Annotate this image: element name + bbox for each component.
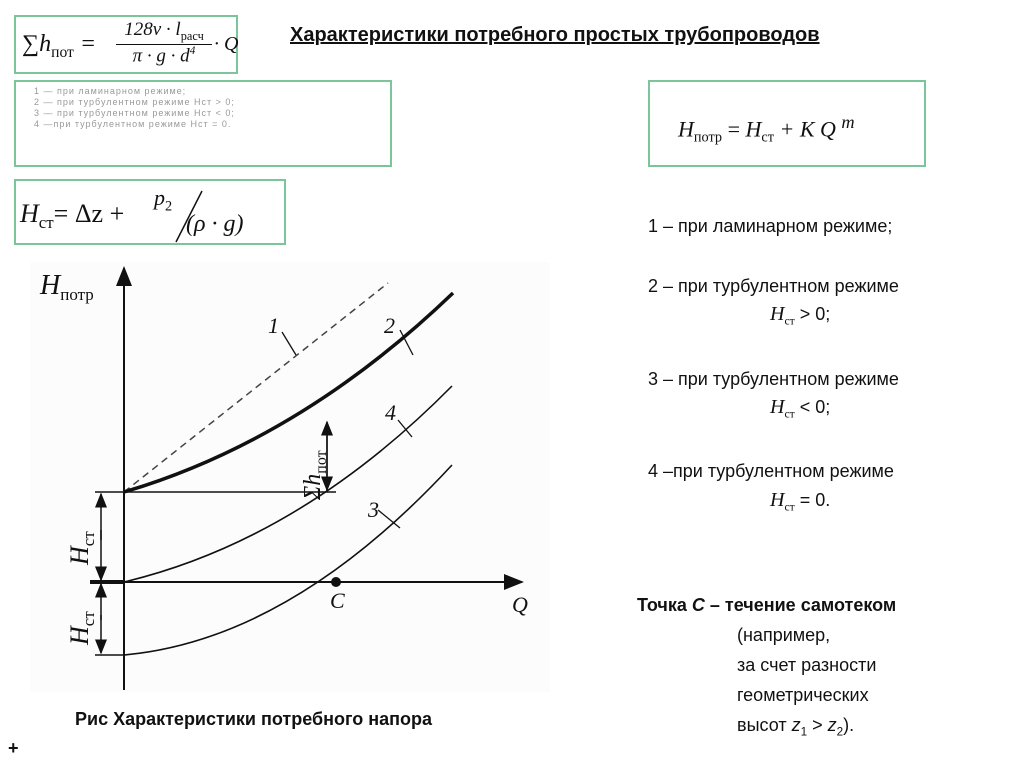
- figure-background: [30, 262, 550, 692]
- static-head-formula-box: Hст= Δz + p2 (ρ · g): [14, 179, 286, 245]
- faded-item: 3 — при турбулентном режиме Hст < 0;: [34, 108, 235, 118]
- hst-label-upper: Hст: [65, 531, 98, 566]
- legend-cond-4: Hст = 0.: [770, 489, 831, 514]
- fraction-slash: [175, 190, 203, 243]
- point-c-line: высот z1 > z2).: [737, 715, 855, 739]
- losses-label: Σhпот: [300, 450, 330, 501]
- losses-fraction: 128ν · lрасч π · g · d4: [116, 19, 212, 67]
- static-head-numerator: p2: [154, 185, 173, 215]
- corner-plus-mark: +: [8, 738, 19, 758]
- y-axis-label: Hпотр: [39, 270, 94, 304]
- hst-label-lower: Hст: [65, 611, 98, 646]
- leader-3: [377, 509, 401, 529]
- legend-cond-3: Hст < 0;: [770, 396, 831, 421]
- faded-list-box: 1 — при ламинарном режиме; 2 — при турбу…: [14, 80, 392, 167]
- leader-2: [399, 329, 414, 356]
- curve-1-laminar: [123, 282, 389, 493]
- curve-label-3: 3: [367, 497, 379, 522]
- static-head-formula: Hст= Δz +: [20, 199, 125, 233]
- figure-caption: Рис Характеристики потребного напора: [75, 709, 432, 729]
- x-axis-label: Q: [512, 592, 528, 617]
- leader-1: [281, 331, 297, 356]
- curve-label-1: 1: [268, 313, 279, 338]
- point-c-line: (например,: [737, 625, 831, 645]
- point-c-marker: [331, 577, 341, 587]
- curve-label-4: 4: [385, 400, 396, 425]
- legend-cond-2: Hст > 0;: [770, 303, 831, 328]
- curve-label-2: 2: [384, 313, 395, 338]
- characteristics-figure: Hпотр Q 1 2 3 4 C Σhпот Hст Hст: [30, 262, 550, 692]
- legend-item-3: 3 – при турбулентном режиме: [648, 369, 899, 389]
- point-c-line: геометрических: [737, 685, 869, 705]
- main-formula: Hпотр = Hст + K Q m: [678, 112, 855, 146]
- slide-title: Характеристики потребного простых трубоп…: [290, 24, 820, 46]
- point-c-label: C: [330, 588, 345, 613]
- faded-item: 2 — при турбулентном режиме Hст > 0;: [34, 97, 235, 107]
- losses-formula-box: ∑hпот = 128ν · lрасч π · g · d4 · Q: [14, 15, 238, 74]
- leader-4: [397, 419, 413, 438]
- faded-item: 1 — при ламинарном режиме;: [34, 86, 187, 96]
- point-c-line: за счет разности: [737, 655, 877, 675]
- legend-item-1: 1 – при ламинарном режиме;: [648, 216, 893, 236]
- faded-item: 4 —при турбулентном режиме Hст = 0.: [34, 119, 232, 129]
- point-c-heading: Точка C – течение самотеком: [637, 595, 897, 615]
- static-head-denominator: (ρ · g): [186, 211, 244, 237]
- curve-2: [123, 291, 455, 494]
- legend-item-4: 4 –при турбулентном режиме: [648, 461, 894, 481]
- faded-list: 1 — при ламинарном режиме; 2 — при турбу…: [34, 86, 235, 130]
- losses-formula: ∑hпот =: [22, 31, 97, 61]
- curve-4: [123, 385, 453, 583]
- curve-3: [123, 464, 453, 656]
- legend-item-2: 2 – при турбулентном режиме: [648, 276, 899, 296]
- losses-formula-tail: · Q: [214, 33, 239, 55]
- main-formula-box: Hпотр = Hст + K Q m: [648, 80, 926, 167]
